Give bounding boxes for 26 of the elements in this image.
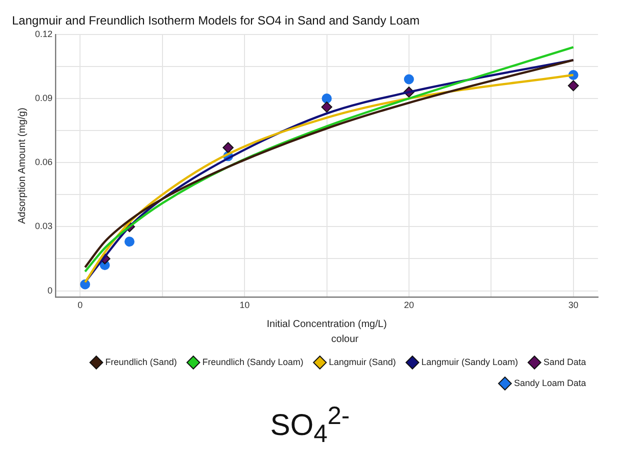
point	[124, 236, 134, 247]
point	[222, 142, 234, 154]
legend-title: colour	[331, 334, 360, 345]
x-tick-label: 30	[568, 300, 578, 310]
legend-label: Langmuir (Sand)	[328, 356, 396, 367]
point	[322, 94, 332, 104]
point	[321, 102, 332, 113]
y-tick-label: 0	[48, 285, 53, 296]
y-tick-label: 0.03	[34, 221, 53, 232]
y-tick-label: 0.12	[34, 28, 53, 39]
legend-label: Sandy Loam Data	[514, 378, 586, 388]
legend-label: Sand Data	[543, 356, 586, 367]
x-axis-title: Initial Concentration (mg/L)	[266, 318, 387, 330]
y-axis-title: Adsorption Amount (mg/g)	[16, 108, 28, 224]
point	[80, 279, 90, 290]
x-tick-label: 10	[240, 300, 250, 310]
legend-label: Langmuir (Sandy Loam)	[421, 356, 518, 367]
legend-label: Freundlich (Sandy Loam)	[202, 356, 304, 367]
point	[404, 74, 414, 84]
point	[568, 80, 579, 92]
x-tick-label: 0	[78, 300, 83, 310]
chart-title: Langmuir and Freundlich Isotherm Models for SO4 in Sand and Sandy Loam	[12, 14, 420, 28]
y-tick-label: 0.09	[34, 92, 53, 103]
y-tick-label: 0.06	[34, 157, 53, 168]
legend-label: Freundlich (Sand)	[105, 356, 177, 367]
x-tick-label: 20	[404, 300, 414, 310]
